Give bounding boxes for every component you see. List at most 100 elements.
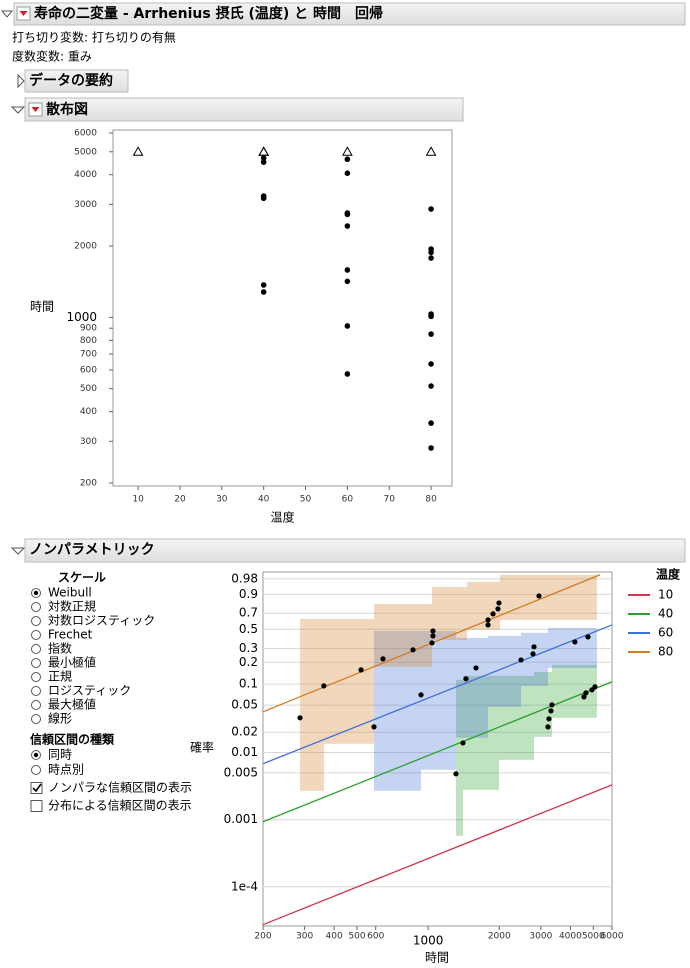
y-tick-label: 1e-4 [231,879,258,893]
y-tick-label: 2000 [74,242,97,252]
x-tick-label: 500 [348,932,365,942]
radio[interactable] [31,658,41,668]
point [344,223,351,229]
y-tick-label: 0.005 [224,765,258,779]
info-line: 打ち切り変数: 打ち切りの有無 [12,30,176,45]
checkbox[interactable] [30,782,43,794]
y-tick-label: 1000 [66,310,97,324]
radio[interactable] [31,700,41,710]
confidence-band [431,586,467,640]
point [428,445,434,451]
legend-label: 10 [658,588,673,602]
title-bar [13,2,686,26]
fit-line [262,784,613,926]
point [418,692,424,698]
radio-label: 線形 [48,711,72,726]
radio-label: ロジスティック [48,684,131,698]
point [485,617,491,623]
disclosure[interactable] [10,106,26,114]
checkbox[interactable] [30,800,43,812]
radio-label: 同時 [48,748,72,762]
radio[interactable] [31,672,41,682]
point [380,656,386,662]
point [428,255,434,261]
y-tick-label: 500 [80,384,97,394]
y-tick-label: 0.1 [239,677,258,691]
y-tick-label: 0.5 [239,622,258,636]
disclosure[interactable] [17,73,25,89]
censored-point [258,146,270,156]
point [460,740,466,746]
point [428,313,434,320]
y-tick-label: 0.05 [231,698,258,712]
radio[interactable] [31,714,41,724]
x-tick-label: 20 [174,495,186,505]
confidence-band [462,675,499,790]
x-tick-label: 3000 [529,932,552,942]
section-bar[interactable] [24,69,129,93]
x-tick-label: 30 [216,495,228,505]
radio[interactable] [31,686,41,696]
radio-label: Frechet [48,628,93,642]
y-axis-label: 確率 [190,740,214,755]
radio[interactable] [31,765,41,775]
option-title: スケール [58,571,106,585]
point [473,665,479,671]
x-tick-label: 10 [132,495,144,505]
point [297,715,303,721]
confidence-band [374,603,432,667]
point [430,628,436,634]
radio[interactable] [31,644,41,654]
radio[interactable] [31,602,41,612]
point [485,622,491,628]
point [430,633,436,639]
x-tick-label: 400 [326,932,343,942]
point [463,676,469,682]
radio-dot [33,752,39,758]
radio-label: 対数ロジスティック [48,613,155,628]
point [260,289,267,295]
section-bar [24,97,464,122]
y-tick-label: 0.9 [239,587,258,601]
option-title: 信頼区間の種類 [30,732,115,747]
y-tick-label: 0.001 [224,812,258,826]
x-tick-label: 600 [367,932,384,942]
x-tick-label: 70 [383,495,395,505]
y-tick-label: 4000 [74,170,97,180]
y-tick-label: 900 [80,324,97,334]
x-tick-label: 80 [425,495,437,505]
section-bar [24,538,686,563]
point [495,606,501,612]
radio[interactable] [31,616,41,626]
section-title: ノンパラメトリック [29,542,155,558]
x-tick-label: 300 [296,932,313,942]
point [344,371,351,377]
y-tick-label: 0.01 [231,745,258,759]
radio[interactable] [31,630,41,640]
disclosure[interactable] [10,547,26,555]
radio-label: 対数正規 [48,599,96,614]
confidence-band [455,679,463,836]
y-axis-label: 時間 [30,300,54,314]
disclosure[interactable] [0,10,14,18]
x-tick-label: 200 [254,932,271,942]
confidence-band [455,637,489,738]
radio-label: 最大極値 [48,697,96,712]
x-tick-label: 40 [258,495,270,505]
check-mark [32,783,42,793]
checkbox-label: 分布による信頼区間の表示 [48,799,192,813]
point [530,651,536,657]
point [371,724,377,730]
point [496,600,502,606]
point [344,211,351,218]
plot-frame [112,129,453,487]
x-tick-label: 2000 [488,932,511,942]
radio-label: Weibull [48,586,92,600]
report-title: 寿命の二変量 - Arrhenius 摂氏 (温度) と 時間 回帰 [34,5,383,22]
point [428,361,434,367]
point [260,195,267,202]
plot-frame [262,571,613,927]
confidence-band [498,675,535,760]
point [490,611,496,617]
